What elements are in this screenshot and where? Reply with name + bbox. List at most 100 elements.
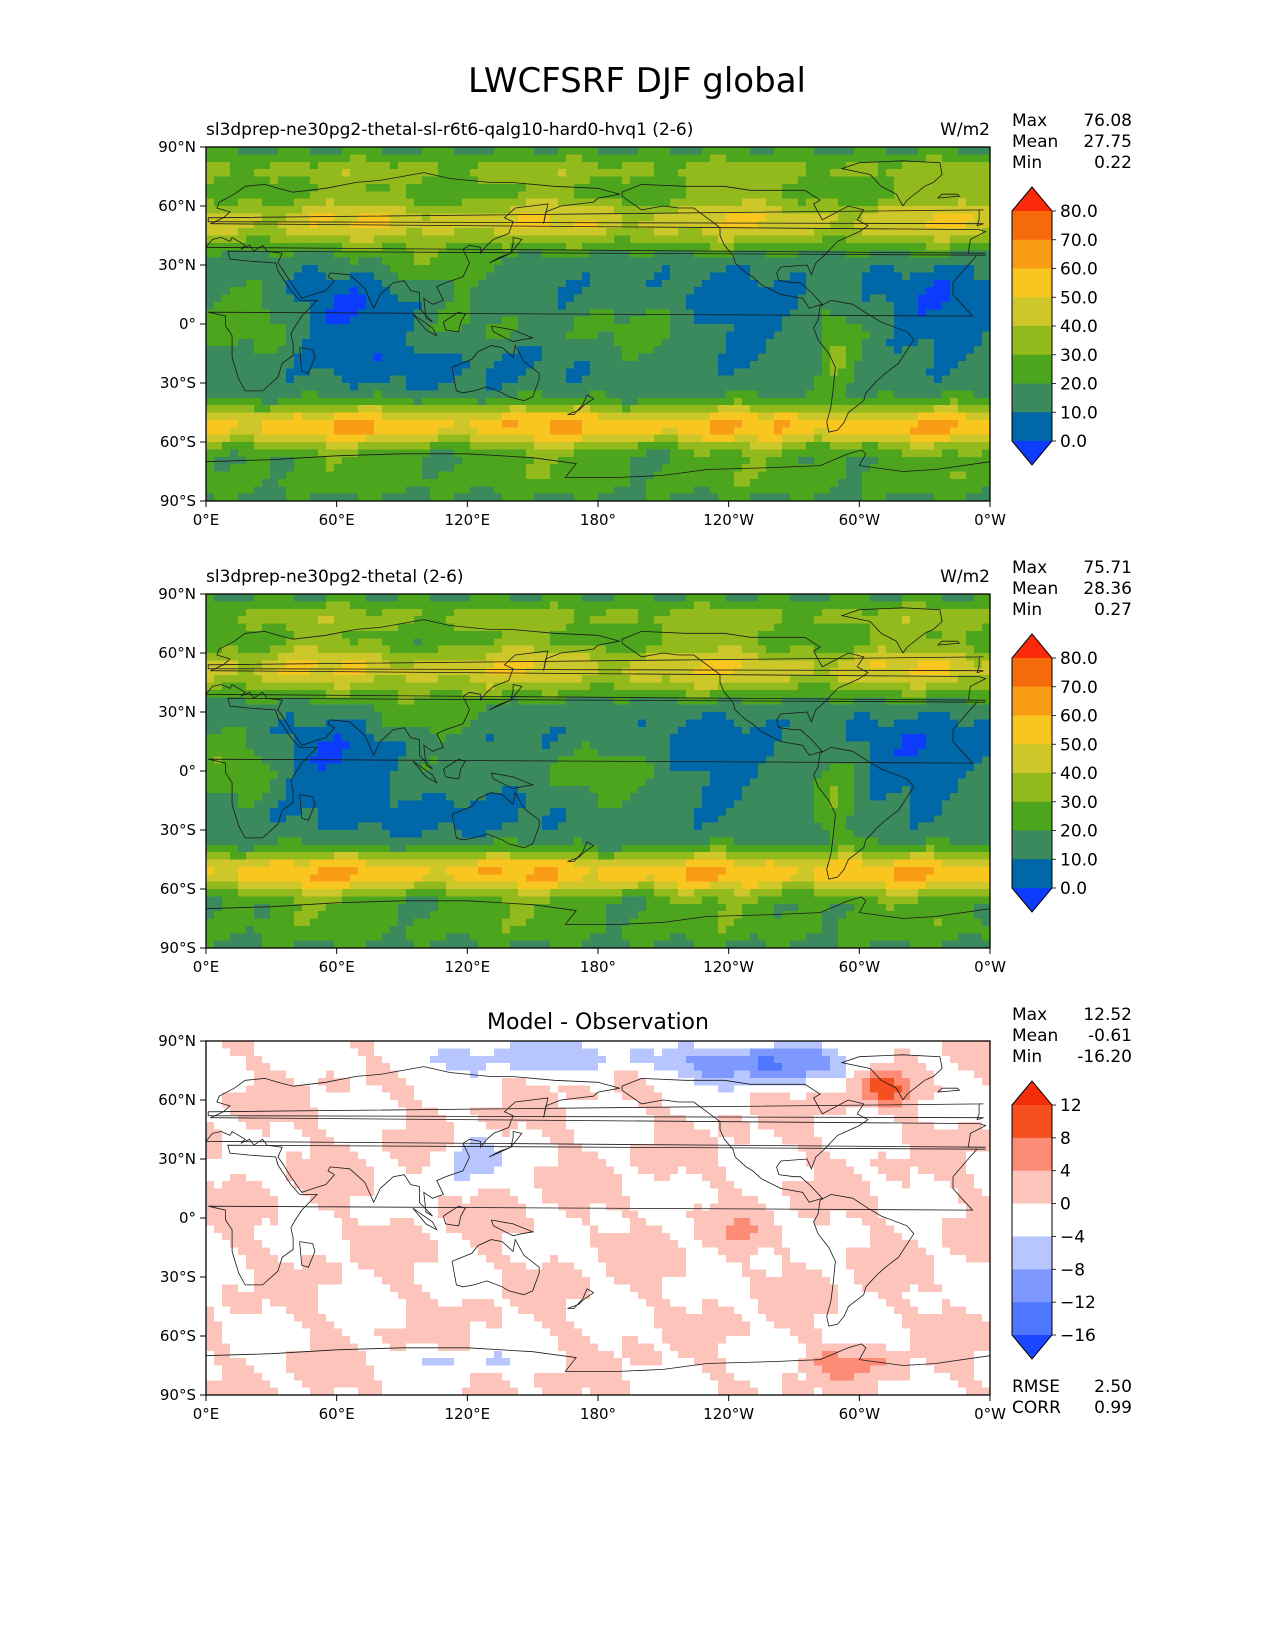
field-cell: [982, 279, 991, 288]
field-cell: [750, 161, 759, 170]
field-cell: [742, 198, 751, 207]
field-cell: [590, 242, 599, 251]
field-cell: [622, 272, 631, 281]
field-cell: [726, 161, 735, 170]
field-cell: [526, 331, 535, 340]
field-cell: [406, 301, 415, 310]
field-cell: [398, 169, 407, 178]
field-cell: [302, 191, 311, 200]
field-cell: [270, 161, 279, 170]
field-cell: [846, 191, 855, 200]
field-cell: [974, 279, 983, 288]
field-cell: [886, 601, 895, 610]
field-cell: [230, 309, 239, 318]
field-cell: [726, 301, 735, 310]
field-cell: [214, 601, 223, 610]
field-cell: [462, 324, 471, 332]
field-cell: [774, 471, 783, 480]
field-cell: [710, 493, 719, 502]
field-cell: [366, 353, 375, 362]
field-cell: [918, 346, 927, 355]
field-cell: [478, 169, 487, 178]
field-cell: [286, 331, 295, 340]
field-cell: [926, 213, 935, 222]
field-cell: [750, 368, 759, 377]
field-cell: [526, 169, 535, 178]
field-cell: [262, 220, 271, 229]
field-cell: [326, 191, 335, 200]
field-cell: [902, 206, 911, 214]
field-cell: [422, 213, 431, 222]
field-cell: [958, 412, 967, 421]
field-cell: [550, 301, 559, 310]
field-cell: [622, 427, 631, 436]
field-cell: [862, 442, 871, 450]
field-cell: [462, 191, 471, 200]
field-cell: [294, 412, 303, 421]
field-cell: [790, 405, 799, 414]
field-cell: [894, 176, 903, 185]
field-cell: [462, 154, 471, 163]
field-cell: [406, 353, 415, 362]
field-cell: [566, 316, 575, 325]
field-cell: [566, 419, 575, 428]
field-cell: [734, 206, 743, 214]
field-cell: [686, 471, 695, 480]
field-cell: [654, 147, 663, 155]
field-cell: [414, 360, 423, 369]
field-cell: [630, 228, 639, 237]
field-cell: [270, 601, 279, 610]
field-cell: [438, 324, 447, 332]
field-cell: [958, 301, 967, 310]
field-cell: [342, 449, 351, 458]
field-cell: [334, 176, 343, 185]
field-cell: [726, 206, 735, 214]
field-cell: [798, 301, 807, 310]
field-cell: [278, 294, 287, 303]
field-cell: [678, 368, 687, 377]
field-cell: [390, 250, 399, 259]
field-cell: [470, 316, 479, 325]
field-cell: [222, 279, 231, 288]
field-cell: [678, 331, 687, 340]
field-cell: [934, 272, 943, 281]
field-cell: [670, 486, 679, 495]
field-cell: [318, 257, 327, 266]
field-cell: [854, 242, 863, 251]
field-cell: [662, 250, 671, 259]
field-cell: [974, 272, 983, 281]
field-cell: [718, 464, 727, 473]
field-cell: [662, 397, 671, 406]
field-cell: [558, 228, 567, 237]
field-cell: [398, 154, 407, 163]
field-cell: [494, 405, 503, 414]
field-cell: [342, 331, 351, 340]
field-cell: [398, 449, 407, 458]
field-cell: [526, 176, 535, 185]
field-cell: [222, 331, 231, 340]
field-cell: [238, 147, 247, 155]
field-cell: [814, 183, 823, 192]
field-cell: [270, 294, 279, 303]
field-cell: [526, 265, 535, 273]
field-cell: [470, 279, 479, 288]
field-cell: [302, 147, 311, 155]
field-cell: [262, 265, 271, 273]
field-cell: [310, 601, 319, 610]
field-cell: [326, 493, 335, 502]
field-cell: [262, 183, 271, 192]
field-cell: [446, 169, 455, 178]
field-cell: [542, 228, 551, 237]
field-cell: [982, 346, 991, 355]
field-cell: [454, 154, 463, 163]
field-cell: [606, 383, 615, 391]
field-cell: [502, 250, 511, 259]
field-cell: [262, 191, 271, 200]
field-cell: [686, 294, 695, 303]
field-cell: [718, 456, 727, 465]
field-cell: [894, 242, 903, 251]
field-cell: [406, 206, 415, 214]
field-cell: [926, 493, 935, 502]
field-cell: [670, 368, 679, 377]
field-cell: [550, 464, 559, 473]
